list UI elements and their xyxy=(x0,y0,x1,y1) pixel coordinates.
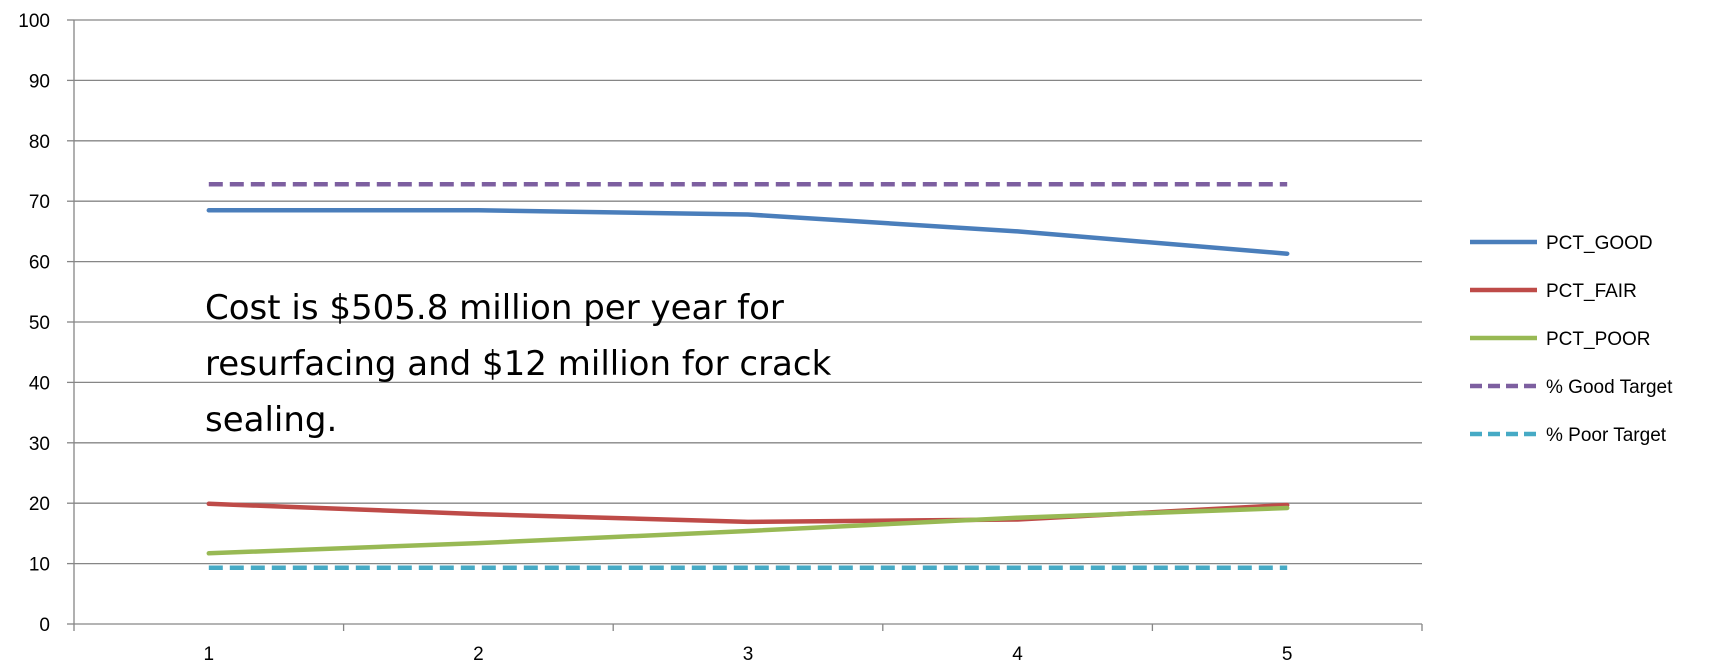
legend: PCT_GOOD PCT_FAIR PCT_POOR % Good Target % P… xyxy=(1470,233,1673,446)
y-tick-label: 70 xyxy=(29,192,50,213)
y-tick-label: 40 xyxy=(29,373,50,394)
x-tick-label: 5 xyxy=(1282,644,1293,664)
series-line-pct-poor xyxy=(206,505,1290,556)
y-tick-label: 60 xyxy=(29,253,50,274)
gridlines xyxy=(74,19,1422,565)
annotation-line-3: sealing. xyxy=(205,400,337,440)
legend-label: PCT_POOR xyxy=(1546,329,1651,350)
legend-label: % Good Target xyxy=(1546,377,1673,398)
y-tick-label: 80 xyxy=(29,132,50,153)
x-tick-label: 3 xyxy=(743,644,754,664)
y-tick-label: 50 xyxy=(29,313,50,334)
y-tick-label: 90 xyxy=(29,71,50,92)
y-tick-label: 10 xyxy=(29,555,50,576)
legend-label: PCT_FAIR xyxy=(1546,281,1637,302)
series-lines xyxy=(206,182,1290,571)
x-tick-label: 1 xyxy=(204,644,215,664)
annotation-line-2: resurfacing and $12 million for crack xyxy=(205,344,832,384)
axes: 0 10 20 30 40 50 60 70 80 90 100 1 2 3 4 5 xyxy=(18,11,1423,664)
y-tick-label: 0 xyxy=(39,615,50,636)
annotation-line-1: Cost is $505.8 million per year for xyxy=(205,288,784,328)
annotation: Cost is $505.8 million per year for resu… xyxy=(205,288,832,440)
y-tick-label: 30 xyxy=(29,434,50,455)
legend-label: PCT_GOOD xyxy=(1546,233,1653,254)
y-tick-label: 100 xyxy=(18,11,50,32)
x-tick-label: 4 xyxy=(1012,644,1023,664)
x-tick-label: 2 xyxy=(473,644,484,664)
legend-label: % Poor Target xyxy=(1546,425,1667,446)
series-line-pct-good xyxy=(206,208,1290,256)
y-tick-label: 20 xyxy=(29,494,50,515)
